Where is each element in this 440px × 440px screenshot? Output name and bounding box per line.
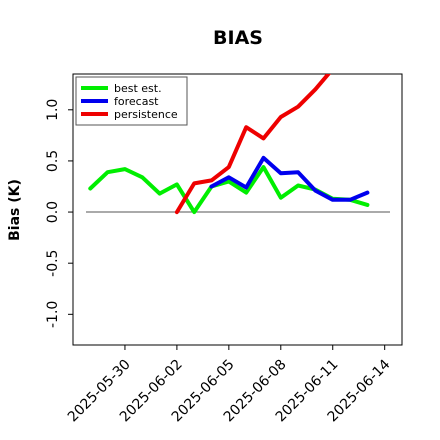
legend-label-persistence: persistence xyxy=(114,108,178,121)
legend-label-forecast: forecast xyxy=(114,95,159,108)
y-axis: -1.0 -0.5 0.0 0.5 1.0 xyxy=(45,99,73,328)
legend-label-best-est: best est. xyxy=(114,82,162,95)
series-layer xyxy=(88,74,370,215)
y-tick-label: 1.0 xyxy=(45,99,61,121)
chart-title: BIAS xyxy=(213,27,263,49)
y-axis-label: Bias (K) xyxy=(7,179,23,241)
y-tick-label: 0.0 xyxy=(45,201,61,223)
y-tick-label: 0.5 xyxy=(45,150,61,172)
y-tick-label: -0.5 xyxy=(45,250,61,277)
legend: best est. forecast persistence xyxy=(75,76,188,126)
series-line-forecast xyxy=(209,155,370,202)
series-line-persistence xyxy=(174,74,331,215)
y-tick-label: -1.0 xyxy=(45,301,61,328)
x-axis: 2025-05-302025-06-022025-06-052025-06-08… xyxy=(65,345,394,425)
